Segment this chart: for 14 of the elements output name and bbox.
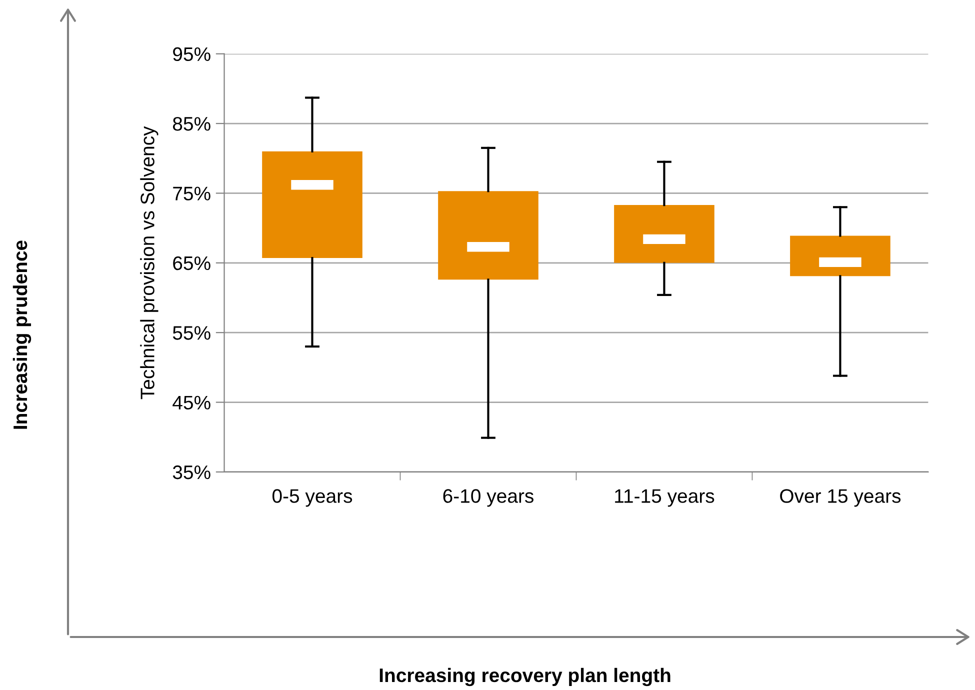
- y-tick-label: 55%: [172, 326, 210, 340]
- text: Increasing recovery plan length: [380, 668, 670, 686]
- y-tick-label: 85%: [172, 116, 210, 131]
- y-tick-label: 75%: [173, 186, 210, 200]
- text: Increasing prudence: [12, 240, 32, 429]
- y-tick-label: 65%: [173, 256, 210, 270]
- x-tick-label: 11-15 years: [615, 489, 714, 507]
- x-tick-label: 6-10 years: [443, 489, 534, 507]
- y-tick-label: 95%: [173, 47, 210, 62]
- y-tick-label: 45%: [172, 396, 210, 410]
- y-axis-title: Technical provision vs Solvency: [140, 126, 158, 400]
- x-tick-label: 0-5 years: [272, 489, 352, 507]
- x-tick-label: Over 15 years: [780, 489, 901, 507]
- y-tick-label: 35%: [172, 465, 210, 480]
